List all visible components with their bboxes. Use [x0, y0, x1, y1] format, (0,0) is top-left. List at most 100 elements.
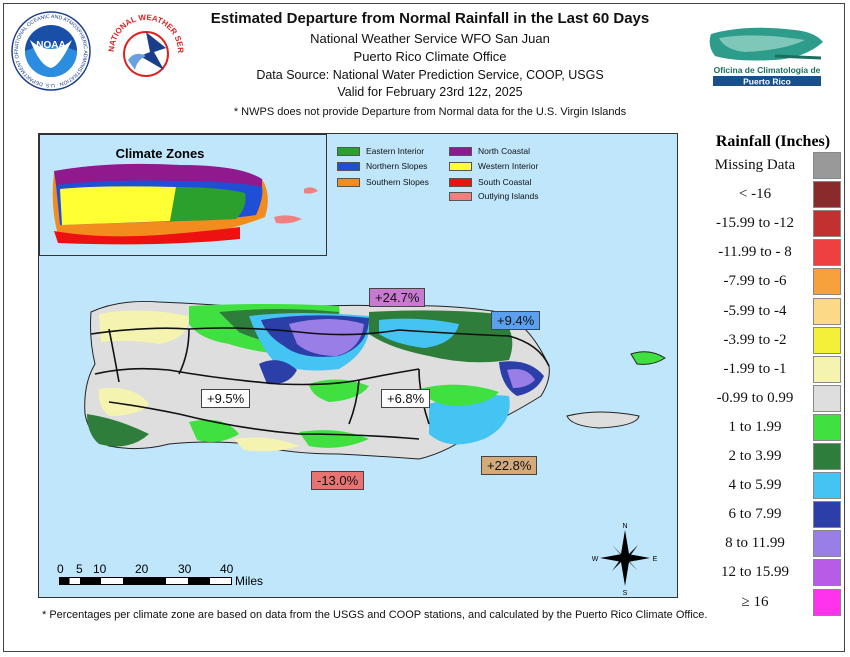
rain-patch-cyan-southeast	[429, 395, 510, 445]
colorbar-label: 1 to 1.99	[728, 418, 782, 435]
rain-patch-purple-north	[289, 319, 364, 356]
pct-south-coastal: -13.0%	[311, 471, 365, 490]
colorbar-swatch	[813, 443, 841, 470]
colorbar-title: Rainfall (Inches)	[715, 133, 831, 150]
colorbar-row: 2 to 3.99	[703, 442, 843, 471]
zone-swatch	[449, 178, 472, 188]
climate-office-name: Puerto Rico Climate Office	[353, 49, 507, 64]
scale-bar-graphic	[59, 577, 232, 585]
page-frame	[3, 3, 845, 652]
colorbar-label: -1.99 to -1	[723, 360, 787, 377]
colorbar-row: 1 to 1.99	[703, 413, 843, 442]
map-title: Estimated Departure from Normal Rainfall…	[210, 10, 650, 27]
rain-patch-green-south	[189, 419, 239, 442]
zone-swatch	[449, 147, 472, 157]
rain-patch-purple-east	[507, 369, 535, 388]
compass-s: S	[623, 590, 628, 596]
colorbar-row: 12 to 15.99	[703, 558, 843, 587]
zone-label: South Coastal	[478, 177, 532, 187]
zone-legend-south-coastal: South Coastal	[449, 177, 532, 188]
inset-zone-map	[52, 163, 318, 245]
zone-label: Southern Slopes	[366, 177, 429, 187]
rainfall-departure-map[interactable]: Climate Zones Eastern Interior Northern …	[38, 133, 678, 598]
colorbar-label: 2 to 3.99	[728, 448, 782, 464]
compass-rose: N S W E	[592, 523, 658, 596]
compass-n: N	[622, 523, 627, 530]
colorbar-swatch	[813, 413, 841, 441]
scale-label-40: 40	[220, 562, 234, 576]
colorbar-row: -15.99 to -12	[703, 209, 843, 238]
zone-legend-western-interior: Western Interior	[449, 161, 539, 172]
scale-label-20: 20	[135, 562, 149, 576]
noaa-logo-text: NOAA	[36, 40, 65, 51]
zone-swatch	[449, 162, 472, 172]
climate-office-logo: Oficina de Climatología de Puerto Rico	[709, 27, 823, 86]
colorbar-swatch	[813, 326, 841, 354]
colorbar-swatch	[813, 384, 841, 412]
pct-northern-slopes: +9.4%	[491, 311, 541, 330]
colorbar-row: -11.99 to - 8	[703, 238, 843, 267]
zone-label: North Coastal	[478, 146, 530, 156]
colorbar-row: < -16	[703, 180, 843, 209]
zone-legend-northern-slopes: Northern Slopes	[337, 161, 428, 172]
rain-patch-green-center	[309, 379, 369, 402]
colorbar-label: -0.99 to 0.99	[716, 389, 794, 406]
rain-patch-darkblue-center	[259, 360, 297, 385]
colorbar-row: Missing Data	[703, 151, 843, 180]
data-source: Data Source: National Water Prediction S…	[256, 68, 604, 82]
colorbar-label: ≥ 16	[741, 593, 769, 610]
compass-w: W	[592, 556, 599, 563]
rain-patch-green-southeast	[419, 384, 499, 406]
colorbar-swatch	[813, 181, 841, 209]
scale-label-10: 10	[93, 562, 107, 576]
rain-patch-yellow-west	[99, 310, 189, 344]
puerto-rico-map-layer	[84, 300, 666, 460]
zone-swatch	[337, 162, 360, 172]
zone-label: Outlying Islands	[478, 191, 539, 201]
colorbar-swatch	[813, 472, 841, 500]
colorbar-row: 8 to 11.99	[703, 529, 843, 558]
compass-e: E	[653, 556, 658, 563]
footnote: * Percentages per climate zone are based…	[42, 609, 708, 621]
climate-zone-boundaries	[90, 327, 550, 440]
colorbar-row: -1.99 to -1	[703, 355, 843, 384]
colorbar-label: -3.99 to -2	[723, 331, 787, 348]
office-name: National Weather Service WFO San Juan	[310, 31, 550, 46]
zone-legend-outlying-islands: Outlying Islands	[449, 191, 539, 202]
nws-logo: NATIONAL WEATHER SERVICE	[105, 12, 185, 90]
zone-label: Western Interior	[478, 161, 539, 171]
rain-patch-yellow-south	[234, 437, 299, 452]
colorbar-swatch	[813, 530, 841, 558]
colorbar-label: -15.99 to -12	[716, 215, 794, 232]
colorbar-swatch	[813, 559, 841, 587]
colorbar-row: 4 to 5.99	[703, 471, 843, 500]
colorbar-swatch	[813, 501, 841, 529]
colorbar-label: -7.99 to -6	[723, 273, 787, 290]
colorbar-swatch	[813, 297, 841, 325]
colorbar-row: ≥ 16	[703, 588, 843, 617]
colorbar-label: -5.99 to -4	[723, 302, 787, 319]
colorbar-swatch	[813, 355, 841, 383]
colorbar-label: 4 to 5.99	[728, 477, 782, 494]
zone-legend-north-coastal: North Coastal	[449, 146, 530, 157]
colorbar-swatch	[813, 210, 841, 238]
vieques-island	[566, 411, 640, 429]
pct-north-coastal: +24.7%	[369, 288, 426, 307]
rain-patch-yellow-southwest	[98, 388, 149, 416]
colorbar-swatch	[813, 239, 841, 267]
zone-label: Northern Slopes	[366, 161, 428, 171]
pct-southern-slopes: +22.8%	[481, 456, 538, 475]
colorbar-swatch	[813, 588, 841, 616]
zone-swatch	[337, 147, 360, 157]
colorbar-row: -7.99 to -6	[703, 267, 843, 296]
colorbar-label: Missing Data	[714, 157, 796, 173]
zone-swatch	[337, 178, 360, 188]
noaa-logo: NATIONAL OCEANIC AND ATMOSPHERIC ADMINIS…	[10, 10, 91, 91]
zone-legend-southern-slopes: Southern Slopes	[337, 177, 429, 188]
climate-zones-inset: Climate Zones	[39, 134, 327, 256]
scale-unit: Miles	[235, 574, 264, 588]
colorbar-row: -0.99 to 0.99	[703, 384, 843, 413]
pct-eastern-interior: +6.8%	[381, 389, 431, 408]
climate-office-logo-line1: Oficina de Climatología de	[714, 65, 821, 75]
colorbar-swatch	[813, 268, 841, 296]
